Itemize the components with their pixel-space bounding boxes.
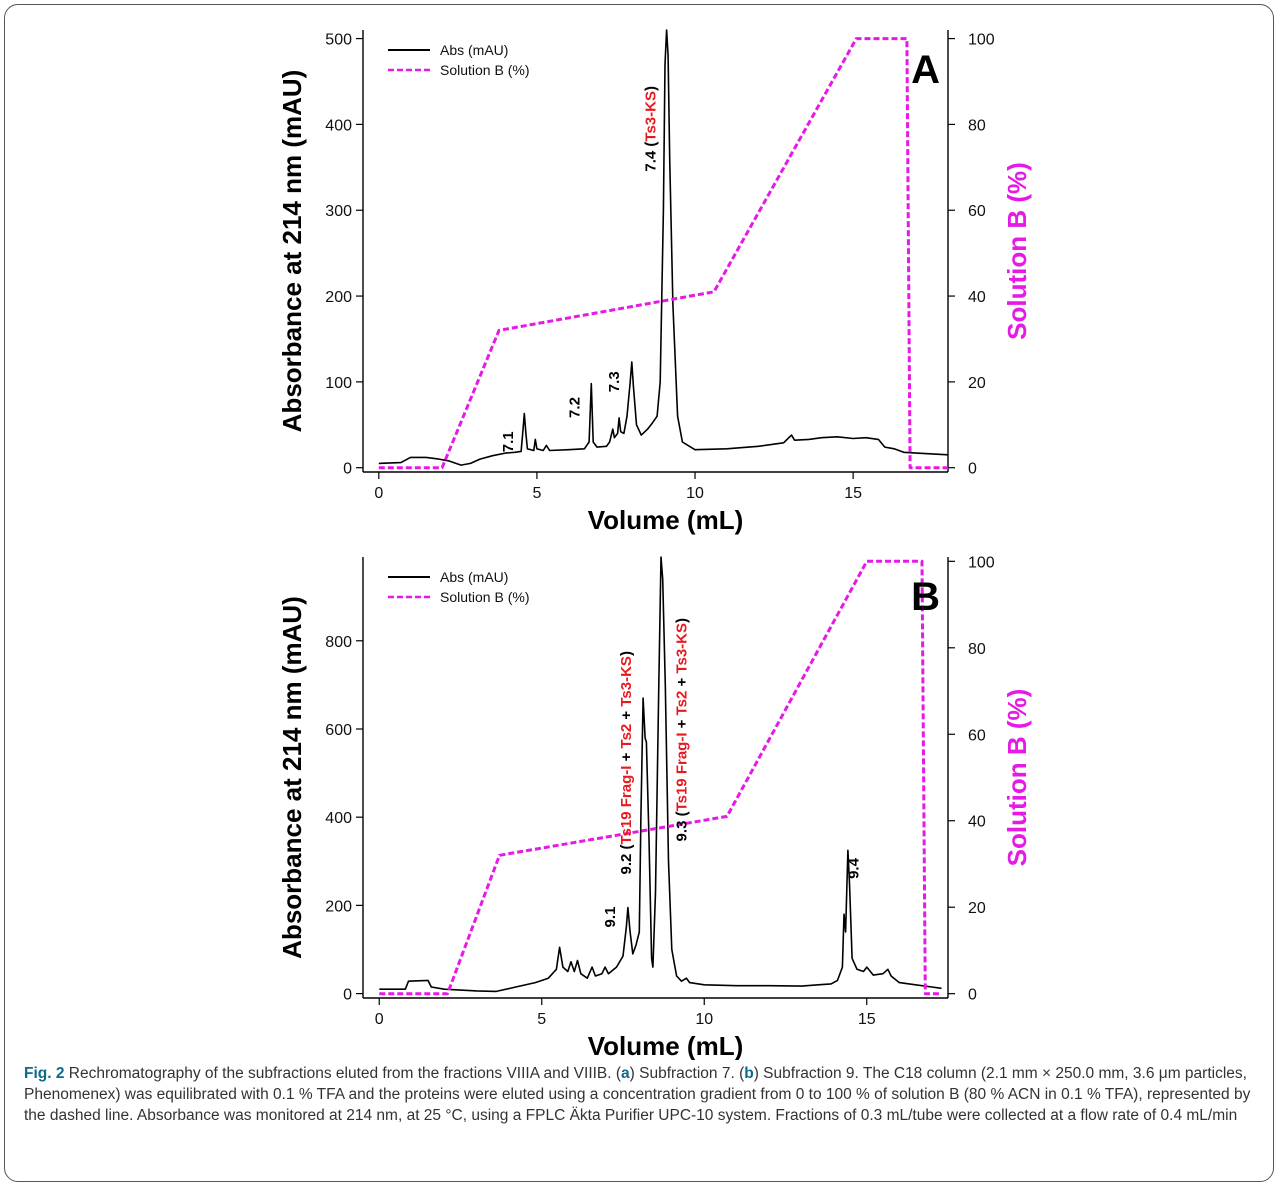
x-tick-label: 15 bbox=[858, 1011, 876, 1028]
y-tick-label: 600 bbox=[325, 722, 352, 739]
panel-label: B bbox=[911, 575, 940, 619]
chart-panel-a: 0 5 10 15 0 100 200 300 400 500 0 20 40 60 80 100 Volume… bbox=[277, 29, 1032, 535]
x-tick-label: 0 bbox=[375, 1011, 384, 1028]
peak-label-part: + bbox=[673, 674, 690, 691]
peak-label: 9.4 bbox=[846, 857, 863, 879]
caption-body: Rechromatography of the subfractions elu… bbox=[24, 1065, 1250, 1124]
y-tick-label: 0 bbox=[343, 987, 352, 1004]
peak-label-part: ) bbox=[673, 618, 690, 623]
x-tick-label: 15 bbox=[844, 485, 862, 502]
peak-label-part: Ts19 Frag-I bbox=[618, 766, 635, 845]
x-tick-label: 5 bbox=[537, 1011, 546, 1028]
peak-label-part: + bbox=[673, 715, 690, 732]
legend-entry: Solution B (%) bbox=[440, 62, 529, 78]
y2-tick-label: 100 bbox=[968, 32, 995, 49]
caption-segment: Rechromatography of the subfractions elu… bbox=[64, 1065, 622, 1082]
peak-label: 7.3 bbox=[606, 371, 623, 392]
peak-label-part: 9.2 ( bbox=[618, 845, 635, 875]
peak-label-part: 7.1 bbox=[500, 431, 517, 452]
peak-label-part: Ts2 bbox=[618, 724, 635, 749]
peak-label-part: Ts3-KS bbox=[643, 91, 660, 142]
y2-tick-label: 0 bbox=[968, 461, 977, 478]
figure-charts: 0 5 10 150100200300400500020406080100Volume… bbox=[277, 29, 1032, 1060]
y-tick-label: 300 bbox=[325, 203, 352, 220]
legend-entry: Solution B (%) bbox=[440, 589, 529, 605]
peak-label-part: 9.3 ( bbox=[673, 811, 690, 841]
peak-label-part: 9.1 bbox=[602, 907, 619, 928]
y-axis-title: Absorbance at 214 nm (mAU) bbox=[277, 596, 307, 959]
y-tick-label: 100 bbox=[325, 375, 352, 392]
peak-label: 7.1 bbox=[500, 431, 517, 452]
series-abs-line bbox=[379, 556, 942, 993]
legend-entry: Abs (mAU) bbox=[440, 42, 508, 58]
y-tick-label: 200 bbox=[325, 898, 352, 915]
peak-label-part: 7.2 bbox=[567, 397, 584, 418]
y-tick-label: 200 bbox=[325, 289, 352, 306]
caption-segment: b bbox=[744, 1065, 754, 1082]
chart-panel-b: 0 5 10 15 0 200 400 600 800 0 20 40 60 80 100 Volume (m… bbox=[277, 554, 1032, 1060]
y-tick-label: 500 bbox=[325, 32, 352, 49]
y2-tick-label: 0 bbox=[968, 987, 977, 1004]
y2-tick-label: 60 bbox=[968, 727, 986, 744]
legend-entry: Abs (mAU) bbox=[440, 569, 508, 585]
peak-label-part: ) bbox=[643, 86, 660, 91]
peak-label-part: + bbox=[618, 748, 635, 765]
peak-label: 7.2 bbox=[567, 397, 584, 418]
x-axis-title: Volume (mL) bbox=[588, 505, 744, 535]
peak-label-part: Ts3-KS bbox=[618, 656, 635, 707]
y-tick-label: 400 bbox=[325, 810, 352, 827]
peak-label: 7.4 (Ts3-KS) bbox=[643, 86, 660, 172]
y-axis-title: Absorbance at 214 nm (mAU) bbox=[277, 70, 307, 433]
figure-frame bbox=[4, 4, 1274, 1182]
peak-label-part: Ts19 Frag-I bbox=[673, 733, 690, 812]
y2-tick-label: 20 bbox=[968, 900, 986, 917]
peak-label: 9.3 (Ts19 Frag-I + Ts2 + Ts3-KS) bbox=[673, 618, 690, 841]
y2-tick-label: 80 bbox=[968, 641, 986, 658]
y2-tick-label: 100 bbox=[968, 554, 995, 571]
y-tick-label: 800 bbox=[325, 634, 352, 651]
series-abs-line bbox=[378, 29, 949, 466]
x-tick-label: 10 bbox=[686, 485, 704, 502]
series-solution-b-line bbox=[379, 559, 942, 996]
caption-segment: ) Subfraction 7. ( bbox=[629, 1065, 745, 1082]
y2-tick-label: 40 bbox=[968, 814, 986, 831]
peak-label-part: Ts2 bbox=[673, 691, 690, 716]
caption-segment: ) Subfraction 9. The C18 column (2.1 mm … bbox=[24, 1065, 1251, 1124]
y2-tick-label: 60 bbox=[968, 203, 986, 220]
caption-segment: a bbox=[621, 1065, 630, 1082]
x-tick-label: 0 bbox=[374, 485, 383, 502]
y2-tick-label: 20 bbox=[968, 375, 986, 392]
peak-label-part: ) bbox=[618, 651, 635, 656]
peak-label-part: 9.4 bbox=[846, 857, 863, 879]
y2-axis-title: Solution B (%) bbox=[1002, 162, 1032, 340]
figure-reference: Fig. 2 bbox=[24, 1065, 65, 1082]
peak-label-part: 7.4 ( bbox=[643, 142, 660, 172]
peak-label-part: Ts3-KS bbox=[673, 623, 690, 674]
peak-label: 9.2 (Ts19 Frag-I + Ts2 + Ts3-KS) bbox=[618, 651, 635, 874]
figure-caption: Fig. 2 Rechromatography of the subfracti… bbox=[24, 1063, 1259, 1126]
y-tick-label: 400 bbox=[325, 117, 352, 134]
x-tick-label: 5 bbox=[532, 485, 541, 502]
peak-label-part: + bbox=[618, 707, 635, 724]
y-tick-label: 0 bbox=[343, 461, 352, 478]
y2-tick-label: 80 bbox=[968, 117, 986, 134]
y2-axis-title: Solution B (%) bbox=[1002, 689, 1032, 867]
series-solution-b-line bbox=[378, 37, 948, 470]
peak-label: 9.1 bbox=[602, 907, 619, 928]
peak-label-part: 7.3 bbox=[606, 371, 623, 392]
x-axis-title: Volume (mL) bbox=[588, 1031, 744, 1060]
x-tick-label: 10 bbox=[695, 1011, 713, 1028]
panel-label: A bbox=[911, 48, 940, 92]
y2-tick-label: 40 bbox=[968, 289, 986, 306]
